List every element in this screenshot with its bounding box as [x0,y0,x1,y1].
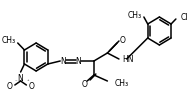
Text: O: O [28,82,34,91]
Text: O: O [81,80,87,89]
Text: CH₃: CH₃ [2,36,16,45]
Text: O: O [120,36,126,45]
Text: HN: HN [122,55,133,64]
Text: ⁺: ⁺ [26,78,29,83]
Text: ⁻: ⁻ [15,78,17,83]
Text: CH₃: CH₃ [128,10,142,19]
Text: N: N [76,57,81,66]
Text: O: O [7,82,13,91]
Text: Cl: Cl [181,13,188,22]
Text: CH₃: CH₃ [114,79,128,88]
Text: N: N [18,74,24,83]
Text: N: N [60,57,66,66]
